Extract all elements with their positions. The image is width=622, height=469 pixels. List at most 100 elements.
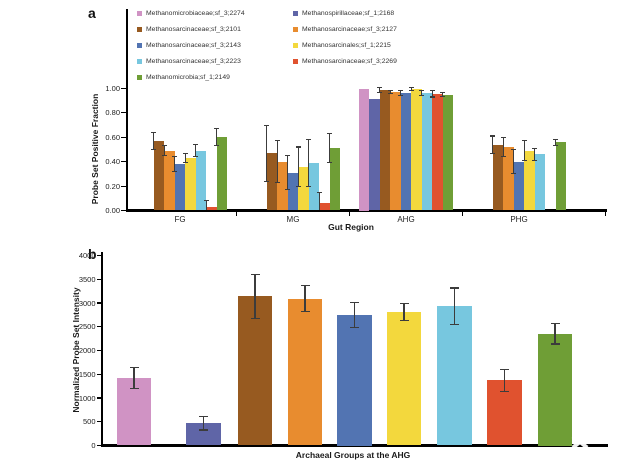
- bar-error-cap-bottom: [172, 170, 178, 172]
- bar-error-cap-bottom: [199, 429, 208, 431]
- panel-a-y-tick-label: 1.00: [105, 84, 120, 93]
- bar: [174, 164, 186, 211]
- panel-b-x-axis-title: Archaeal Groups at the AHG: [295, 449, 411, 460]
- bar-error-line: [353, 302, 356, 328]
- bar-error-cap-top: [203, 200, 209, 202]
- bar: [437, 306, 472, 446]
- watermark-dash: [536, 452, 556, 458]
- panel-b-y-tick-label: 2000: [78, 346, 96, 355]
- panel-a-category-label: MG: [286, 214, 300, 224]
- bar-error-line: [163, 145, 165, 156]
- bar: [206, 206, 217, 211]
- legend-label: Methanosarcinaceae;sf_3;2269: [302, 57, 397, 65]
- panel-b-y-tick-label: 2500: [78, 322, 96, 332]
- panel-a-x-axis-title: Gut Region: [328, 221, 374, 232]
- bar-error-cap-bottom: [129, 388, 139, 390]
- panel-a-y-tick: [121, 112, 126, 114]
- bar-error-cap-bottom: [377, 91, 383, 93]
- panel-b-letter: b: [88, 246, 97, 262]
- bar-error-cap-top: [250, 273, 260, 275]
- panel-b-y-tick: [96, 421, 102, 423]
- panel-a-y-tick-label: 0.00: [105, 206, 120, 215]
- bar-error-cap-top: [306, 139, 312, 141]
- bar-error-cap-top: [398, 90, 404, 92]
- bar: [153, 140, 165, 211]
- bar: [308, 162, 320, 211]
- panel-b-y-tick: [96, 397, 102, 399]
- bar: [492, 144, 504, 211]
- panel-a-category-label: FG: [174, 214, 186, 224]
- panel-a-y-tick-label: 0.40: [105, 157, 120, 167]
- panel-a-y-tick: [121, 87, 126, 90]
- bar-error-line: [534, 148, 536, 161]
- bar-error-line: [329, 133, 331, 163]
- panel-b-y-tick: [96, 326, 102, 328]
- bar: [432, 93, 443, 211]
- bar-error-cap-bottom: [429, 96, 435, 98]
- bar-error-line: [153, 132, 155, 150]
- bar-error-cap-top: [550, 323, 560, 325]
- bar-error-cap-bottom: [387, 93, 393, 95]
- bar-error-cap-top: [300, 285, 310, 287]
- bar-error-cap-top: [387, 89, 393, 91]
- bar-error-cap-top: [274, 140, 280, 142]
- bar: [277, 161, 288, 211]
- bar-error-cap-bottom: [350, 326, 359, 328]
- bar-error-cap-bottom: [300, 310, 310, 313]
- bar-error-line: [554, 323, 556, 345]
- bar-error-line: [513, 149, 515, 174]
- legend-label: Methanosarcinaceae;sf_3;2127: [302, 25, 397, 33]
- bar: [287, 172, 299, 211]
- bar-error-cap-bottom: [214, 145, 220, 147]
- panel-a-x-tick: [461, 211, 464, 216]
- bar-error-cap-bottom: [264, 180, 270, 182]
- legend-label: Methanosarcinaceae;sf_3;2101: [146, 25, 241, 33]
- legend-label: Methanospirillaceae;sf_1;2168: [302, 9, 395, 17]
- panel-a-category-label: AHG: [397, 214, 415, 224]
- bar-error-cap-bottom: [398, 95, 404, 97]
- legend-swatch: [137, 27, 142, 32]
- panel-a-y-tick-label: 0.20: [105, 181, 120, 191]
- legend-label: Methanosarcinaceae;sf_3;2143: [146, 41, 241, 49]
- bar-error-cap-top: [193, 144, 199, 146]
- bar: [513, 161, 525, 211]
- bar-error-cap-top: [182, 152, 188, 154]
- bar: [555, 142, 567, 211]
- panel-a-y-tick: [121, 185, 126, 187]
- bar-error-cap-top: [327, 133, 333, 135]
- bar-error-line: [266, 125, 268, 182]
- bar-error-cap-top: [316, 191, 322, 193]
- legend-label: Methanosarcinaceae;sf_3;2223: [146, 57, 241, 65]
- panel-b-y-tick: [96, 278, 102, 280]
- bar-error-line: [410, 87, 412, 91]
- panel-a-category-label: PHG: [510, 214, 528, 224]
- bar: [337, 314, 372, 446]
- bar: [358, 88, 370, 211]
- bar-error-cap-bottom: [151, 148, 157, 150]
- bar: [266, 153, 278, 211]
- bar: [386, 312, 422, 446]
- bar-error-cap-bottom: [500, 390, 509, 393]
- bar-error-cap-bottom: [161, 155, 167, 157]
- bar: [379, 89, 391, 211]
- bar-error-line: [297, 147, 299, 187]
- panel-b-y-tick-label: 1500: [78, 369, 96, 379]
- bar-error-cap-bottom: [399, 319, 409, 322]
- legend-swatch: [137, 43, 142, 48]
- bar-error-cap-bottom: [521, 159, 527, 161]
- bar: [503, 147, 514, 211]
- bar-error-cap-bottom: [327, 162, 333, 164]
- panel-b-y-tick-label: 4000: [78, 251, 96, 260]
- bar: [442, 94, 454, 211]
- bar-error-cap-bottom: [532, 159, 538, 161]
- bar-error-cap-top: [151, 131, 157, 133]
- bar-error-cap-bottom: [274, 181, 280, 183]
- bar-error-cap-bottom: [440, 95, 446, 97]
- bar-error-cap-top: [419, 90, 425, 92]
- bar-error-cap-top: [450, 287, 459, 289]
- bar-error-cap-bottom: [182, 162, 188, 164]
- bar-error-line: [133, 367, 135, 389]
- bar-error-cap-bottom: [408, 89, 414, 91]
- bar: [237, 296, 273, 446]
- bar-error-line: [318, 192, 320, 211]
